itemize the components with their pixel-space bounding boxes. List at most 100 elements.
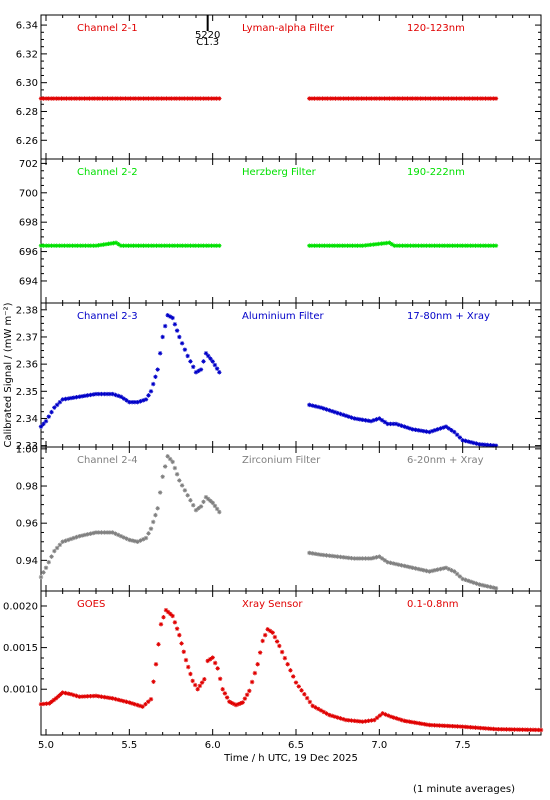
panel-label-ch21-0: Channel 2-1 — [77, 23, 138, 34]
data-point-goes-s0 — [88, 693, 93, 699]
data-point-ch23-s0 — [167, 314, 173, 319]
data-point-ch21-s1 — [456, 96, 462, 101]
data-point-ch22-s1 — [327, 243, 332, 248]
data-point-ch21-s0 — [123, 96, 128, 101]
data-point-ch23-s1 — [357, 417, 363, 422]
data-point-ch24-s0 — [66, 537, 71, 543]
data-point-ch21-s0 — [66, 96, 72, 101]
data-point-ch22-s0 — [133, 243, 139, 248]
data-point-ch21-s0 — [211, 96, 217, 101]
data-point-ch24-s0 — [143, 535, 149, 541]
data-point-goes-s0 — [79, 694, 85, 699]
data-point-goes-s0 — [346, 718, 351, 723]
data-point-ch22-s0 — [80, 243, 86, 248]
data-point-goes-s0 — [525, 727, 530, 732]
data-point-ch21-s0 — [120, 96, 126, 101]
data-point-ch23-s1 — [379, 418, 385, 423]
ytick-label-ch22: 700 — [19, 188, 38, 199]
data-point-ch22-s1 — [473, 243, 478, 248]
data-point-goes-s0 — [533, 727, 538, 733]
data-point-ch24-s0 — [52, 548, 57, 554]
data-point-ch22-s1 — [468, 243, 473, 248]
data-point-ch24-s1 — [321, 552, 326, 558]
data-point-ch22-s1 — [389, 242, 395, 247]
data-point-goes-s0 — [262, 632, 268, 638]
data-point-goes-s0 — [386, 713, 391, 718]
data-point-ch21-s0 — [100, 96, 105, 101]
data-point-goes-s0 — [404, 719, 410, 724]
flare-marker-class: C1.3 — [196, 37, 219, 48]
data-point-ch23-s0 — [217, 370, 222, 375]
data-point-goes-s0 — [349, 718, 354, 723]
data-point-ch24-s1 — [368, 556, 374, 561]
data-point-ch24-s1 — [366, 556, 371, 561]
data-point-goes-s0 — [207, 657, 213, 662]
data-point-ch24-s0 — [96, 530, 101, 535]
panel-label-ch21-1: Lyman-alpha Filter — [242, 23, 335, 34]
data-point-goes-s0 — [429, 722, 435, 728]
data-point-ch22-s1 — [470, 243, 476, 248]
data-point-ch21-s0 — [185, 96, 190, 101]
data-point-ch22-s1 — [381, 241, 387, 246]
data-point-ch24-s0 — [41, 570, 46, 575]
data-point-ch22-s0 — [169, 243, 175, 248]
data-point-ch23-s0 — [43, 418, 49, 424]
data-point-goes-s0 — [388, 714, 394, 719]
xtick-label: 5.5 — [121, 740, 137, 751]
data-point-ch21-s0 — [89, 96, 95, 101]
panel-frame-ch24 — [40, 446, 542, 592]
data-point-ch24-s0 — [127, 537, 132, 543]
data-point-ch24-s1 — [418, 567, 424, 572]
data-point-ch22-s0 — [103, 242, 109, 247]
data-point-goes-s0 — [391, 715, 396, 720]
data-point-ch22-s1 — [384, 240, 389, 246]
data-point-goes-s0 — [483, 726, 488, 731]
data-point-goes-s0 — [260, 638, 265, 644]
data-point-ch23-s0 — [52, 405, 57, 410]
data-point-ch24-s1 — [424, 568, 429, 574]
data-point-ch24-s1 — [491, 585, 496, 590]
data-point-ch22-s0 — [188, 243, 193, 248]
data-point-ch23-s0 — [85, 393, 90, 398]
data-point-goes-s0 — [470, 725, 476, 730]
data-point-ch24-s0 — [198, 504, 204, 509]
data-point-goes-s0 — [170, 613, 175, 619]
data-point-ch23-s0 — [68, 395, 74, 401]
data-point-ch22-s1 — [410, 243, 416, 248]
data-point-ch21-s0 — [113, 96, 118, 101]
data-point-goes-s0 — [249, 679, 255, 685]
data-point-goes-s0 — [129, 701, 135, 706]
data-point-ch21-s0 — [187, 96, 193, 101]
data-point-ch23-s1 — [332, 409, 338, 415]
data-point-ch22-s1 — [429, 243, 435, 248]
data-point-goes-s0 — [163, 607, 169, 613]
data-point-ch22-s1 — [442, 243, 447, 248]
panel-label-ch21-2: 120-123nm — [407, 23, 465, 34]
data-point-goes-s0 — [517, 727, 523, 732]
data-point-ch22-s0 — [85, 243, 91, 248]
data-point-ch23-s0 — [96, 391, 101, 397]
data-point-ch24-s0 — [160, 474, 165, 479]
data-point-goes-s0 — [229, 700, 234, 706]
data-point-ch22-s1 — [394, 243, 400, 248]
data-point-ch22-s1 — [432, 243, 437, 248]
data-point-goes-s0 — [174, 626, 180, 631]
data-point-ch21-s1 — [483, 96, 488, 101]
data-point-goes-s0 — [135, 702, 140, 708]
data-point-goes-s0 — [514, 727, 520, 732]
data-point-ch23-s1 — [352, 416, 357, 421]
data-point-goes-s0 — [380, 711, 385, 716]
data-point-goes-s0 — [493, 726, 499, 732]
data-point-goes-s0 — [291, 674, 296, 679]
data-point-goes-s0 — [222, 691, 228, 696]
data-point-ch22-s1 — [419, 243, 424, 248]
data-point-goes-s0 — [417, 721, 422, 726]
data-point-goes-s0 — [302, 692, 307, 697]
data-point-goes-s0 — [520, 727, 525, 732]
data-point-ch24-s1 — [343, 555, 349, 560]
data-point-goes-s0 — [153, 662, 159, 667]
data-point-ch21-s1 — [413, 96, 418, 101]
data-point-ch22-s0 — [151, 243, 157, 248]
data-point-ch24-s0 — [203, 494, 209, 500]
data-point-goes-s0 — [463, 724, 468, 730]
